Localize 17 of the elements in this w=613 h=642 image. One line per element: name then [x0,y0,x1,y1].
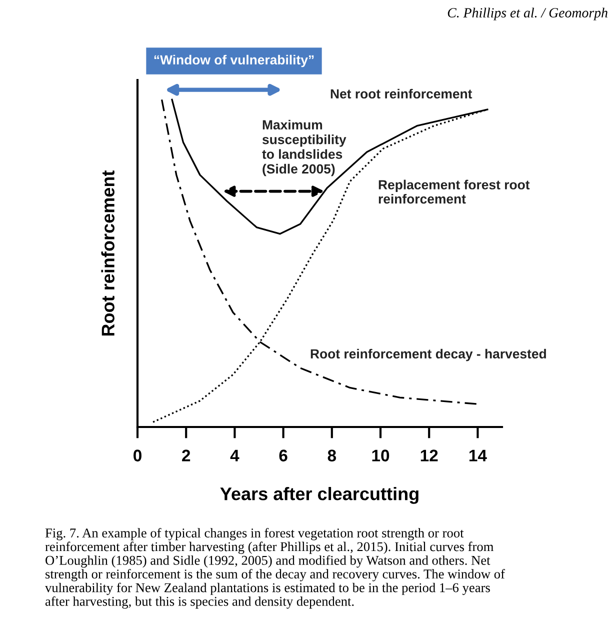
x-tick-label: 6 [279,450,288,462]
x-tick-label: 4 [230,450,240,462]
text: C. Phillips et al. / Geomorph [448,8,608,20]
x-tick-label: 8 [328,450,336,462]
series-label: Root reinforcement decay - harvested [310,348,546,362]
x-tick-label: 14 [469,450,487,462]
series-label: Net root reinforcement [330,88,472,99]
x-tick-label: 0 [134,450,142,462]
x-tick-label: 12 [420,450,438,462]
x-axis-title: Years after clearcutting [220,486,418,504]
annotation: Maximum susceptibility to landslides (Sidle 2005) [262,120,346,176]
text: “Window of vulnerability” [154,54,314,68]
x-tick-label: 2 [182,450,190,462]
series-label: Replacement forest root reinforcement [378,180,530,204]
caption: Fig. 7. An example of typical changes in forest vegetation root strength or root reinforcement after timber harvesting (after Phillips et al., 2015). Initial curves from O’Loughlin (1985) and Sidle (1992, 2005) and modified by Watson and others. Net strength or reinforcement is the sum of the decay and recovery curves. The window of vulnerability for New Zealand plantations is estimated to be in the period 1–6 years after harvesting, but this is species and density dependent. [45,528,505,609]
x-tick-label: 10 [372,450,390,462]
y-axis-title: Root reinforcement [101,170,114,336]
